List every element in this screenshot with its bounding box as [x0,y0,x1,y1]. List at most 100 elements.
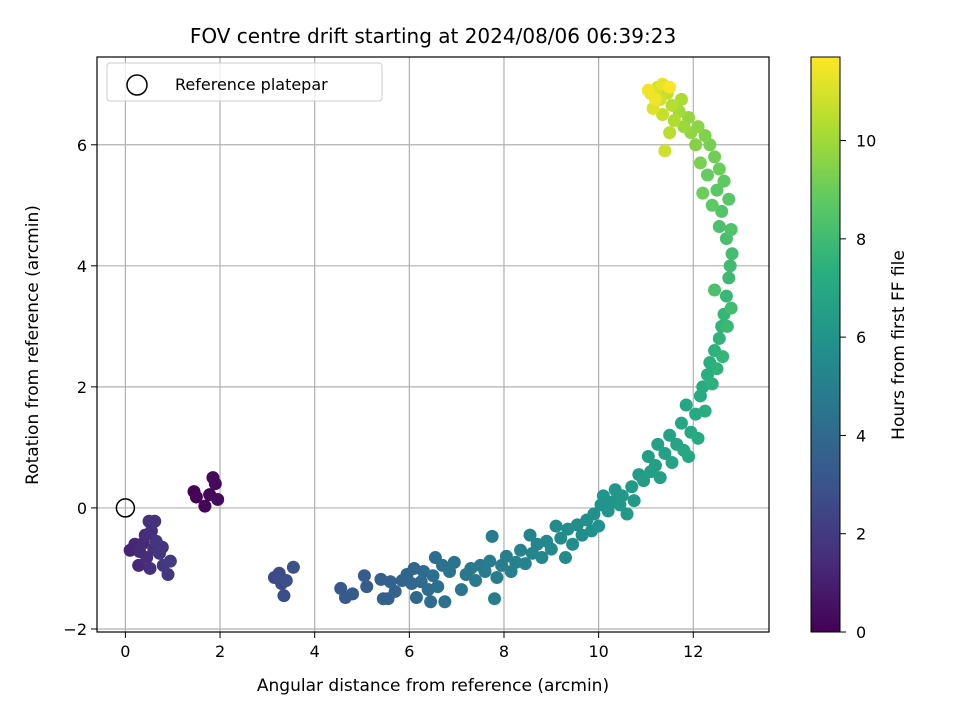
x-tick-label: 2 [215,642,225,661]
scatter-point [163,554,177,568]
scatter-point [161,568,175,581]
scatter-point [132,558,146,572]
scatter-point [722,192,736,206]
scatter-point [143,561,157,575]
colorbar-ticks: 0 2 4 6 8 10 [840,132,876,642]
scatter-point [424,595,438,609]
scatter-point [447,555,461,569]
scatter-point [648,459,662,473]
x-axis-label: Angular distance from reference (arcmin) [257,676,609,696]
scatter-point [658,446,672,460]
scatter-point [438,595,452,609]
scatter-point [549,519,563,533]
scatter-point [208,477,222,491]
scatter-point [724,301,738,315]
scatter-point [277,589,291,603]
colorbar-tick-label: 6 [856,328,866,347]
scatter-point [641,449,655,463]
colorbar-tick-label: 8 [856,230,866,249]
scatter-point [679,398,693,412]
scatter-point [627,494,641,508]
x-tick-label: 8 [499,642,509,661]
scatter-point [615,489,629,503]
y-axis-label: Rotation from reference (arcmin) [23,205,43,485]
x-tick-label: 12 [683,642,703,661]
legend-marker-icon [126,74,148,96]
scatter-point [357,569,371,583]
scatter-point [717,174,731,188]
x-tick-label: 4 [310,642,320,661]
scatter-point [431,580,445,594]
scatter-point [148,514,162,528]
scatter-point [689,138,703,152]
y-tick-label: −2 [63,620,87,639]
legend-box [106,62,383,102]
x-tick-label: 0 [120,642,130,661]
scatter-point [712,162,726,176]
scatter-point [722,271,736,285]
x-tick-label: 6 [404,642,414,661]
scatter-point [725,247,739,261]
scatter-point [665,98,679,112]
scatter-point [663,80,677,94]
scatter-point [637,474,651,488]
reference-marker [115,498,136,518]
scatter-point [346,587,360,601]
scatter-point [712,331,726,345]
scatter-point [715,204,729,218]
scatter-point [653,471,667,485]
colorbar-tick-label: 2 [856,525,866,544]
scatter-point [518,557,532,571]
colorbar-tick-label: 0 [856,623,866,642]
scatter-point [658,144,672,158]
scatter-point [490,571,504,585]
scatter-point [523,528,537,542]
scatter-point [625,480,639,494]
scatter-points [123,77,739,609]
scatter-point [712,219,726,233]
scatter-point [587,507,601,521]
legend: Reference platepar [106,62,383,102]
scatter-point [286,560,300,574]
y-tick-label: 2 [77,378,87,397]
scatter-point [708,283,722,297]
chart-title: FOV centre drift starting at 2024/08/06 … [190,24,676,48]
scatter-point [509,555,523,569]
scatter-point [705,198,719,212]
legend-label: Reference platepar [175,75,328,94]
scatter-point [544,542,558,556]
scatter-point [155,540,169,554]
x-tick-label: 10 [588,642,608,661]
scatter-point [596,489,610,503]
scatter-point [663,428,677,442]
scatter-point [663,126,677,140]
y-axis-ticks: −2 0 2 4 6 [63,136,97,639]
colorbar: 0 2 4 6 8 10 Hours from first FF file [810,56,909,642]
scatter-point [696,186,710,200]
scatter-point [620,507,634,521]
scatter-point [648,92,662,106]
scatter-point [710,183,724,197]
scatter-point [698,404,712,418]
y-tick-label: 6 [77,136,87,155]
colorbar-label: Hours from first FF file [889,250,909,440]
x-axis-ticks: 0 2 4 6 8 10 12 [120,632,703,661]
scatter-point [198,499,212,513]
scatter-point [716,350,730,364]
scatter-point [478,564,492,578]
scatter-point [483,554,497,568]
scatter-point [592,519,606,533]
scatter-point [674,416,688,430]
scatter-point [360,580,374,594]
scatter-point [279,574,293,588]
scatter-point [674,92,688,106]
scatter-point [409,591,423,604]
scatter-point [698,129,712,143]
scatter-point [514,543,528,557]
scatter-point [710,362,724,376]
scatter-point [691,431,705,445]
y-tick-label: 0 [77,499,87,518]
grid [97,57,769,632]
scatter-point [383,575,397,589]
